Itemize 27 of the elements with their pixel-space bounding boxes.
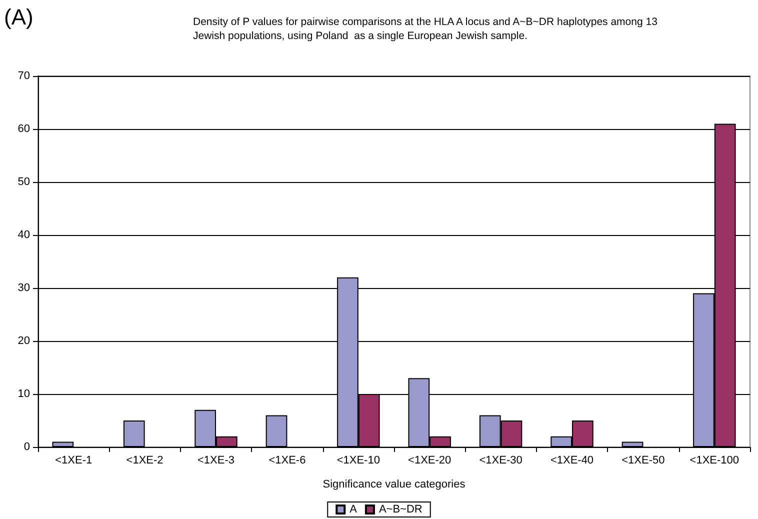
x-tick-label: <1XE-100 <box>690 454 740 466</box>
x-axis-title: Significance value categories <box>322 478 466 490</box>
y-tick-label: 0 <box>24 441 30 453</box>
x-tick-label: <1XE-2 <box>126 454 164 466</box>
x-tick-label: <1XE-40 <box>550 454 594 466</box>
bar <box>622 442 644 447</box>
x-tick-label: <1XE-30 <box>479 454 522 466</box>
x-tick-label: <1XE-3 <box>198 454 234 466</box>
x-tick-label: <1XE-6 <box>268 454 306 466</box>
legend-label: A <box>350 504 358 516</box>
x-tick-label: <1XE-1 <box>55 454 92 466</box>
y-tick-label: 30 <box>18 282 30 294</box>
y-tick-label: 10 <box>18 388 30 400</box>
x-tick-label: <1XE-20 <box>408 454 452 466</box>
x-tick-label: <1XE-50 <box>622 454 665 466</box>
bar <box>123 420 145 447</box>
bar <box>52 442 74 447</box>
bar <box>266 415 288 447</box>
x-tick-label: <1XE-10 <box>336 454 380 466</box>
y-tick-label: 40 <box>18 229 30 241</box>
text: (A) <box>4 4 34 30</box>
y-tick-label: 50 <box>18 176 30 188</box>
y-tick-label: 70 <box>18 70 30 82</box>
y-tick-label: 20 <box>18 335 30 347</box>
y-tick-label: 60 <box>18 123 30 135</box>
chart-title: Density of P values for pairwise comparisons at the HLA A locus and A~B~DR haplotypes among 13 Jewish populations, using Poland as a single European Jewish sample. <box>193 16 660 42</box>
legend-label: A~B~DR <box>378 504 422 516</box>
